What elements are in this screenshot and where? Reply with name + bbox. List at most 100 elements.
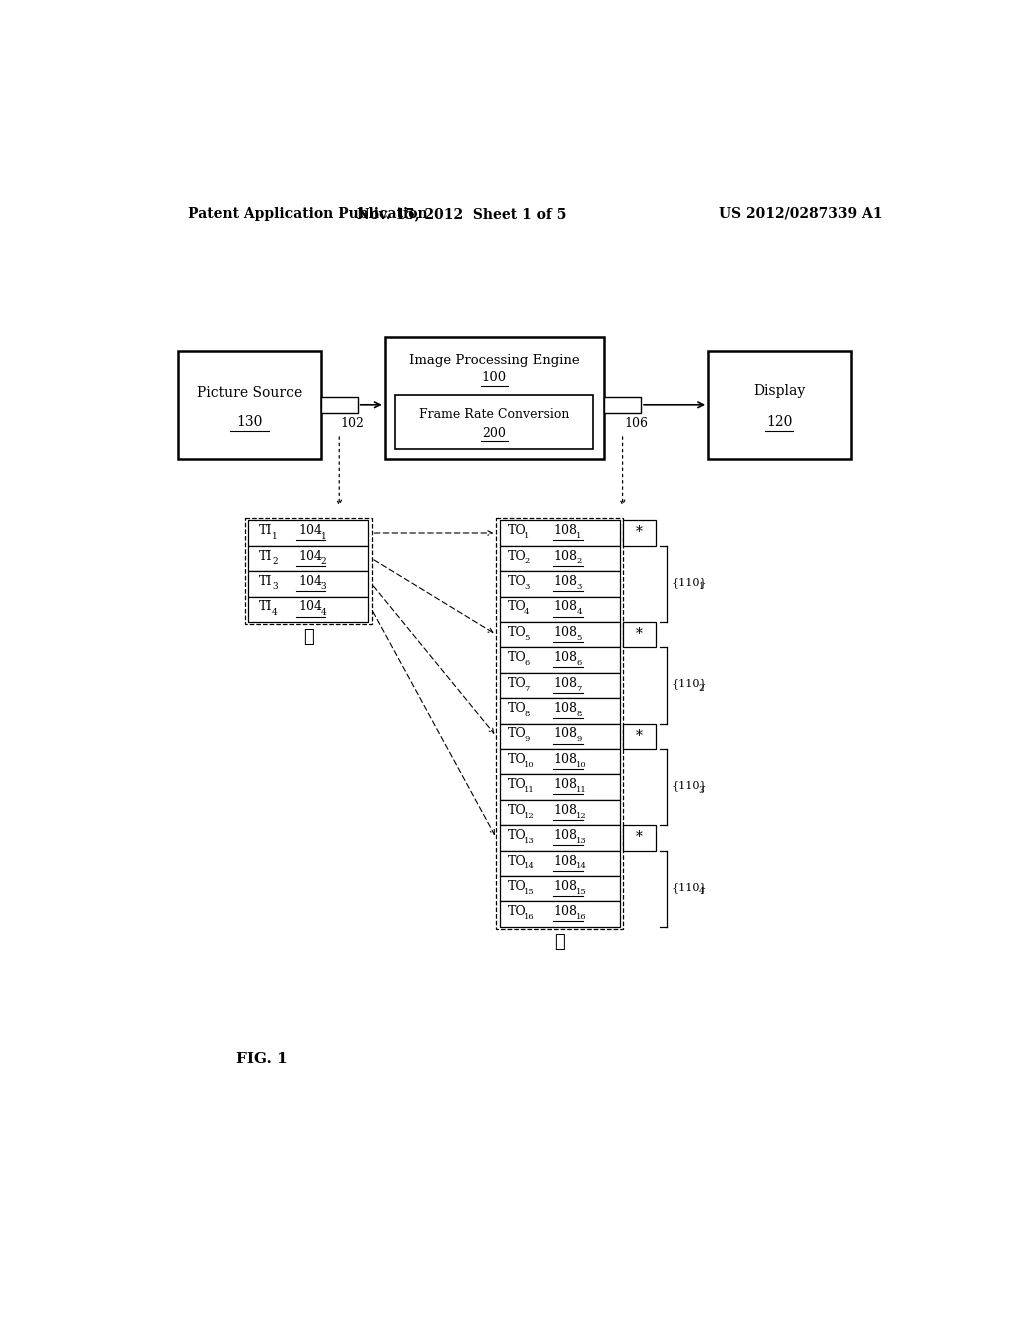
Bar: [245, 517, 372, 624]
Bar: [500, 647, 620, 673]
Text: 1: 1: [698, 582, 705, 591]
Text: 104: 104: [298, 549, 322, 562]
Text: 108: 108: [554, 626, 578, 639]
Text: 108: 108: [554, 677, 578, 689]
Text: 6: 6: [577, 659, 582, 667]
Bar: [604, 397, 641, 412]
Text: 108: 108: [554, 880, 578, 892]
Bar: [500, 876, 620, 902]
Text: 10: 10: [524, 760, 535, 768]
Text: TO: TO: [508, 779, 526, 791]
Text: FIG. 1: FIG. 1: [236, 1052, 288, 1067]
Text: 108: 108: [554, 601, 578, 614]
Text: Picture Source: Picture Source: [197, 387, 302, 400]
Text: 1: 1: [321, 532, 327, 541]
Bar: [249, 520, 368, 545]
Text: 5: 5: [577, 634, 582, 642]
Text: *: *: [636, 830, 643, 845]
Text: 4: 4: [272, 607, 278, 616]
Text: 9: 9: [524, 735, 529, 743]
Text: 100: 100: [482, 371, 507, 384]
Text: TI: TI: [259, 576, 272, 587]
Text: 108: 108: [554, 576, 578, 587]
Text: 1: 1: [577, 532, 582, 540]
Text: 104: 104: [298, 601, 322, 614]
Text: TO: TO: [508, 727, 526, 741]
Bar: [500, 850, 620, 876]
Text: TO: TO: [508, 854, 526, 867]
Text: Nov. 15, 2012  Sheet 1 of 5: Nov. 15, 2012 Sheet 1 of 5: [357, 207, 566, 220]
Text: Frame Rate Conversion: Frame Rate Conversion: [419, 408, 569, 421]
Bar: [249, 545, 368, 572]
Text: Patent Application Publication: Patent Application Publication: [188, 207, 428, 220]
Text: 104: 104: [298, 576, 322, 587]
Text: ⋮: ⋮: [554, 933, 565, 952]
Bar: [385, 337, 604, 459]
Text: 8: 8: [524, 710, 529, 718]
Text: *: *: [636, 627, 643, 642]
Text: 3: 3: [577, 583, 582, 591]
Text: 15: 15: [577, 888, 587, 896]
Text: 108: 108: [554, 854, 578, 867]
Text: 108: 108: [554, 702, 578, 715]
Bar: [624, 622, 655, 647]
Text: TO: TO: [508, 804, 526, 817]
Bar: [500, 597, 620, 622]
Text: 7: 7: [524, 685, 529, 693]
Text: 108: 108: [554, 651, 578, 664]
Text: 7: 7: [577, 685, 582, 693]
Text: 102: 102: [341, 417, 365, 430]
Text: 4: 4: [698, 887, 705, 896]
Text: 3: 3: [321, 582, 327, 591]
Bar: [624, 520, 655, 545]
Text: 16: 16: [524, 913, 535, 921]
Bar: [708, 351, 851, 459]
Text: TO: TO: [508, 752, 526, 766]
Text: TO: TO: [508, 880, 526, 892]
Bar: [500, 775, 620, 800]
Text: Display: Display: [754, 384, 806, 397]
Text: 4: 4: [321, 607, 327, 616]
Text: TO: TO: [508, 702, 526, 715]
Text: TO: TO: [508, 906, 526, 919]
Text: TO: TO: [508, 829, 526, 842]
Text: 10: 10: [577, 760, 587, 768]
Bar: [500, 748, 620, 775]
Text: 120: 120: [766, 414, 793, 429]
Text: 108: 108: [554, 752, 578, 766]
Text: 108: 108: [554, 779, 578, 791]
Text: 5: 5: [524, 634, 529, 642]
Text: 108: 108: [554, 727, 578, 741]
Text: 1: 1: [524, 532, 529, 540]
Bar: [500, 520, 620, 545]
Text: 108: 108: [554, 804, 578, 817]
Text: *: *: [636, 729, 643, 743]
Text: 1: 1: [272, 532, 278, 541]
Bar: [395, 395, 593, 449]
Text: 104: 104: [298, 524, 322, 537]
Text: 108: 108: [554, 549, 578, 562]
Text: 3: 3: [272, 582, 278, 591]
Text: Image Processing Engine: Image Processing Engine: [409, 354, 580, 367]
Text: TO: TO: [508, 626, 526, 639]
Text: TO: TO: [508, 651, 526, 664]
Bar: [178, 351, 321, 459]
Text: *: *: [636, 525, 643, 540]
Text: TI: TI: [259, 601, 272, 614]
Text: 13: 13: [577, 837, 587, 845]
Text: 2: 2: [524, 557, 529, 565]
Text: TO: TO: [508, 576, 526, 587]
Text: 6: 6: [524, 659, 529, 667]
Text: 2: 2: [698, 684, 705, 693]
Text: ⋮: ⋮: [303, 628, 313, 647]
Text: 106: 106: [625, 417, 648, 430]
Text: 2: 2: [272, 557, 278, 566]
Bar: [500, 673, 620, 698]
Text: 4: 4: [577, 609, 582, 616]
Text: 4: 4: [524, 609, 529, 616]
Text: 108: 108: [554, 524, 578, 537]
Text: TO: TO: [508, 677, 526, 689]
Text: TO: TO: [508, 549, 526, 562]
Text: {110}: {110}: [672, 882, 708, 892]
Text: {110}: {110}: [672, 577, 708, 587]
